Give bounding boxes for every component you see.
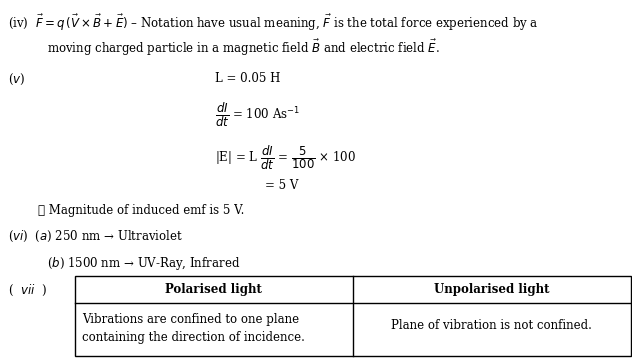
Text: Plane of vibration is not confined.: Plane of vibration is not confined.: [391, 319, 592, 332]
Text: L = 0.05 H: L = 0.05 H: [215, 72, 280, 85]
Text: Vibrations are confined to one plane: Vibrations are confined to one plane: [82, 313, 300, 326]
Text: (iv)  $\vec{F} = q\,(\vec{V} \times \vec{B} + \vec{E})$ – Notation have usual me: (iv) $\vec{F} = q\,(\vec{V} \times \vec{…: [8, 13, 538, 32]
Text: Polarised light: Polarised light: [165, 283, 262, 296]
Text: Unpolarised light: Unpolarised light: [434, 283, 549, 296]
Text: ( $vii$ ): ( $vii$ ): [8, 283, 46, 298]
Bar: [75, 276, 631, 356]
Text: moving charged particle in a magnetic field $\vec{B}$ and electric field $\vec{E: moving charged particle in a magnetic fi…: [47, 38, 441, 58]
Text: ($vi$)  ($a$) 250 nm → Ultraviolet: ($vi$) ($a$) 250 nm → Ultraviolet: [8, 229, 183, 244]
Text: = 5 V: = 5 V: [265, 179, 299, 192]
Text: ($b$) 1500 nm → UV-Ray, Infrared: ($b$) 1500 nm → UV-Ray, Infrared: [47, 255, 241, 271]
Text: |E| = L $\dfrac{dI}{dt}$ = $\dfrac{5}{100}$ × 100: |E| = L $\dfrac{dI}{dt}$ = $\dfrac{5}{10…: [215, 144, 356, 172]
Text: ∴ Magnitude of induced emf is 5 V.: ∴ Magnitude of induced emf is 5 V.: [38, 204, 245, 217]
Text: ($v$): ($v$): [8, 72, 25, 87]
Text: $\dfrac{dI}{dt}$ = 100 As$^{-1}$: $\dfrac{dI}{dt}$ = 100 As$^{-1}$: [215, 101, 300, 129]
Text: containing the direction of incidence.: containing the direction of incidence.: [82, 331, 305, 344]
